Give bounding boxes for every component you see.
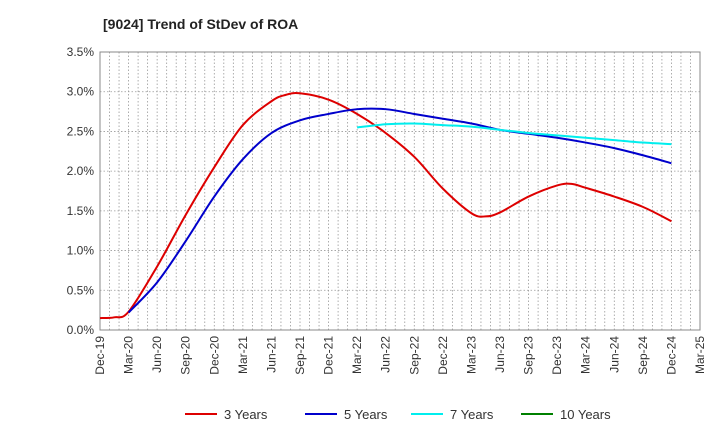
x-tick-label: Mar-20 — [122, 336, 136, 374]
x-tick-label: Dec-22 — [436, 336, 450, 375]
x-tick-label: Sep-20 — [179, 336, 193, 375]
x-tick-label: Jun-23 — [493, 336, 507, 373]
x-tick-label: Dec-23 — [550, 336, 564, 375]
x-tick-label: Jun-24 — [607, 336, 621, 373]
series-line-7-years — [357, 122, 672, 146]
y-tick-label: 1.5% — [67, 204, 95, 218]
grid — [99, 51, 701, 331]
x-tick-label: Jun-20 — [150, 336, 164, 373]
x-tick-label: Dec-24 — [664, 336, 678, 375]
y-tick-label: 2.5% — [67, 124, 95, 138]
x-tick-label: Dec-21 — [322, 336, 336, 375]
x-tick-label: Sep-22 — [407, 336, 421, 375]
legend: 3 Years 5 Years 7 Years 10 Years — [185, 407, 611, 422]
y-axis: 0.0% 0.5% 1.0% 1.5% 2.0% 2.5% 3.0% 3.5% — [67, 45, 95, 337]
x-tick-label: Mar-22 — [350, 336, 364, 374]
x-tick-label: Sep-21 — [293, 336, 307, 375]
y-tick-label: 0.5% — [67, 283, 95, 297]
x-tick-label: Jun-21 — [264, 336, 278, 373]
x-tick-label: Mar-24 — [579, 336, 593, 374]
x-tick-label: Dec-19 — [93, 336, 107, 375]
y-tick-label: 3.5% — [67, 45, 95, 59]
x-tick-label: Sep-24 — [636, 336, 650, 375]
y-tick-label: 1.0% — [67, 244, 95, 258]
series-line-5-years — [127, 107, 672, 314]
plot-area-border — [99, 51, 701, 331]
legend-label-3-years: 3 Years — [224, 407, 268, 422]
legend-label-5-years: 5 Years — [344, 407, 388, 422]
y-tick-label: 3.0% — [67, 85, 95, 99]
series-line-3-years — [99, 92, 672, 320]
y-tick-label: 0.0% — [67, 323, 95, 337]
x-tick-label: Mar-21 — [236, 336, 250, 374]
x-tick-label: Jun-22 — [379, 336, 393, 373]
x-tick-label: Mar-23 — [464, 336, 478, 374]
y-tick-label: 2.0% — [67, 164, 95, 178]
x-axis: Dec-19 Mar-20 Jun-20 Sep-20 Dec-20 Mar-21 Jun-… — [93, 336, 707, 375]
legend-label-10-years: 10 Years — [560, 407, 611, 422]
x-tick-label: Mar-25 — [693, 336, 707, 374]
x-tick-label: Dec-20 — [207, 336, 221, 375]
series-lines — [99, 92, 672, 320]
chart-title: [9024] Trend of StDev of ROA — [103, 16, 298, 32]
x-tick-label: Sep-23 — [522, 336, 536, 375]
legend-label-7-years: 7 Years — [450, 407, 494, 422]
